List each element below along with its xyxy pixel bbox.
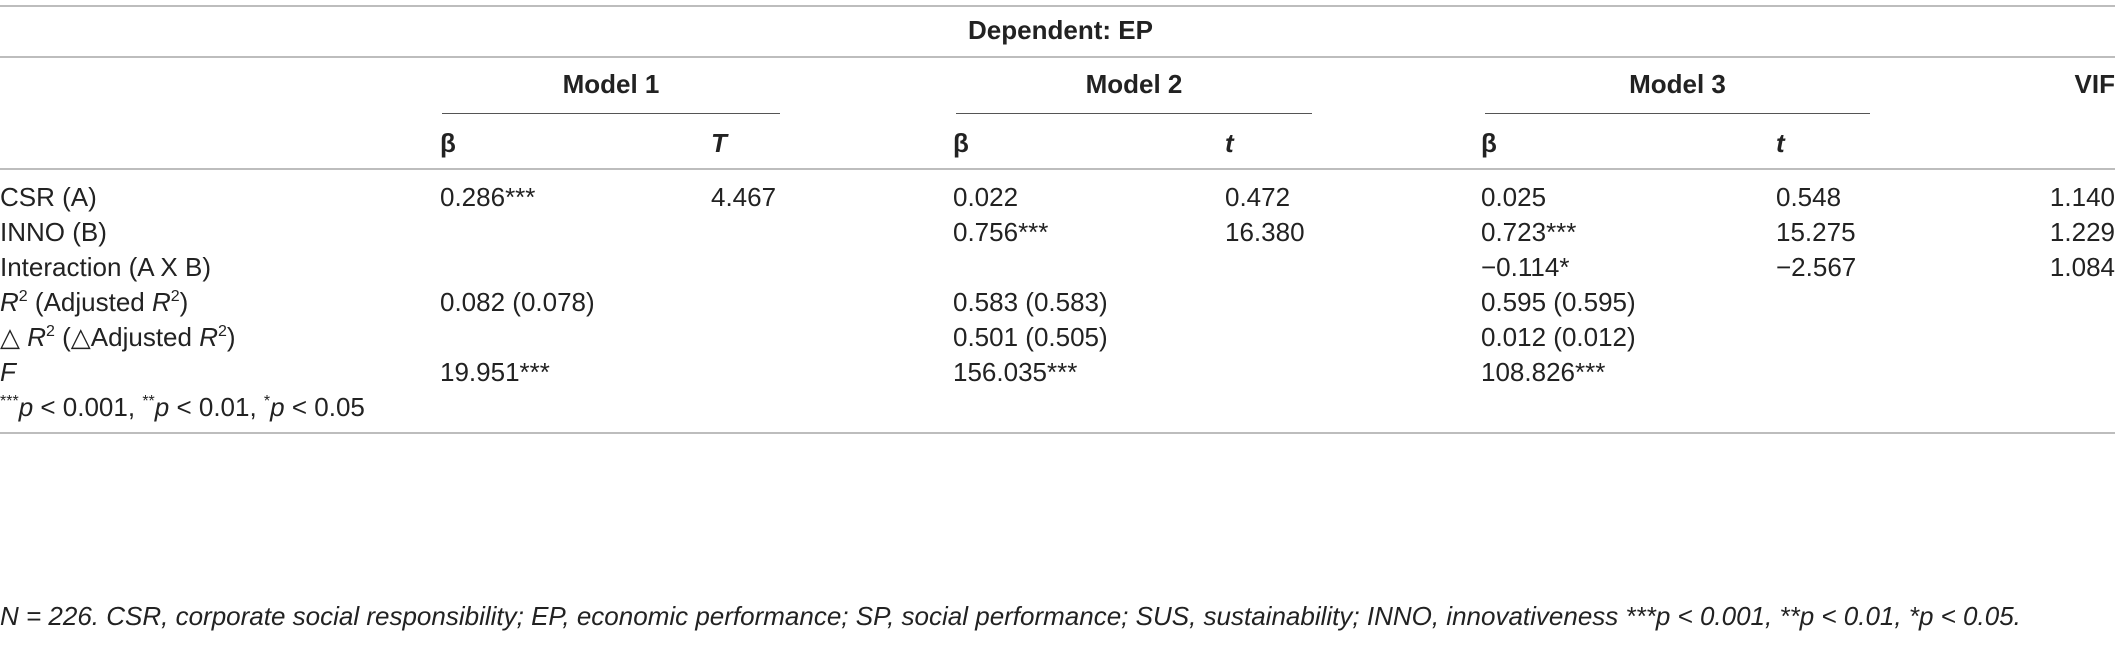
cell-f-m3: 108.826***	[1481, 357, 1606, 387]
table-footnote: N = 226. CSR, corporate social responsib…	[0, 601, 2021, 631]
model1-beta-heading: β	[440, 128, 456, 158]
cell-inno-m2-beta: 0.756***	[953, 217, 1049, 247]
top-rule	[0, 5, 2115, 7]
model3-t-heading: t	[1776, 128, 1785, 158]
cell-r2-m1: 0.082 (0.078)	[440, 287, 595, 317]
cell-csr-m2-beta: 0.022	[953, 182, 1019, 212]
cell-f-m1: 19.951***	[440, 357, 550, 387]
significance-note: ***p < 0.001, **p < 0.01, *p < 0.05	[0, 392, 365, 422]
cell-interaction-m3-beta: −0.114*	[1481, 252, 1570, 282]
model1-heading: Model 1	[562, 69, 660, 99]
model3-beta-heading: β	[1481, 128, 1497, 158]
cell-inno-m2-t: 16.380	[1225, 217, 1305, 247]
cell-r2-m2: 0.583 (0.583)	[953, 287, 1108, 317]
model1-t-heading: T	[711, 128, 727, 158]
vif-heading: VIF	[2074, 69, 2115, 99]
cell-csr-m3-beta: 0.025	[1481, 182, 1547, 212]
row-label-inno: INNO (B)	[0, 217, 107, 247]
cell-delta-r2-m3: 0.012 (0.012)	[1481, 322, 1636, 352]
model2-heading: Model 2	[1085, 69, 1183, 99]
cell-f-m2: 156.035***	[953, 357, 1078, 387]
cell-csr-m1-beta: 0.286***	[440, 182, 536, 212]
dependent-heading: Dependent: EP	[968, 15, 1153, 45]
model3-underline	[1485, 113, 1870, 114]
cell-csr-vif: 1.140	[2049, 182, 2115, 212]
model1-underline	[442, 113, 780, 114]
row-label-delta-r2: △ R2 (△Adjusted R2)	[0, 322, 236, 352]
bottom-rule	[0, 432, 2115, 434]
cell-r2-m3: 0.595 (0.595)	[1481, 287, 1636, 317]
model2-beta-heading: β	[953, 128, 969, 158]
row-label-csr: CSR (A)	[0, 182, 97, 212]
cell-inno-vif: 1.229	[2049, 217, 2115, 247]
model2-t-heading: t	[1225, 128, 1234, 158]
model2-underline	[956, 113, 1312, 114]
row-label-r2: R2 (Adjusted R2)	[0, 287, 189, 317]
subheader-rule	[0, 168, 2115, 170]
row-label-f: F	[0, 357, 16, 387]
row-label-interaction: Interaction (A X B)	[0, 252, 211, 282]
cell-csr-m1-t: 4.467	[711, 182, 777, 212]
cell-inno-m3-beta: 0.723***	[1481, 217, 1577, 247]
cell-inno-m3-t: 15.275	[1776, 217, 1856, 247]
model3-heading: Model 3	[1629, 69, 1726, 99]
cell-csr-m2-t: 0.472	[1225, 182, 1291, 212]
cell-interaction-vif: 1.084	[2049, 252, 2115, 282]
cell-interaction-m3-t: −2.567	[1776, 252, 1857, 282]
cell-delta-r2-m2: 0.501 (0.505)	[953, 322, 1108, 352]
cell-csr-m3-t: 0.548	[1776, 182, 1842, 212]
header-rule	[0, 56, 2115, 58]
